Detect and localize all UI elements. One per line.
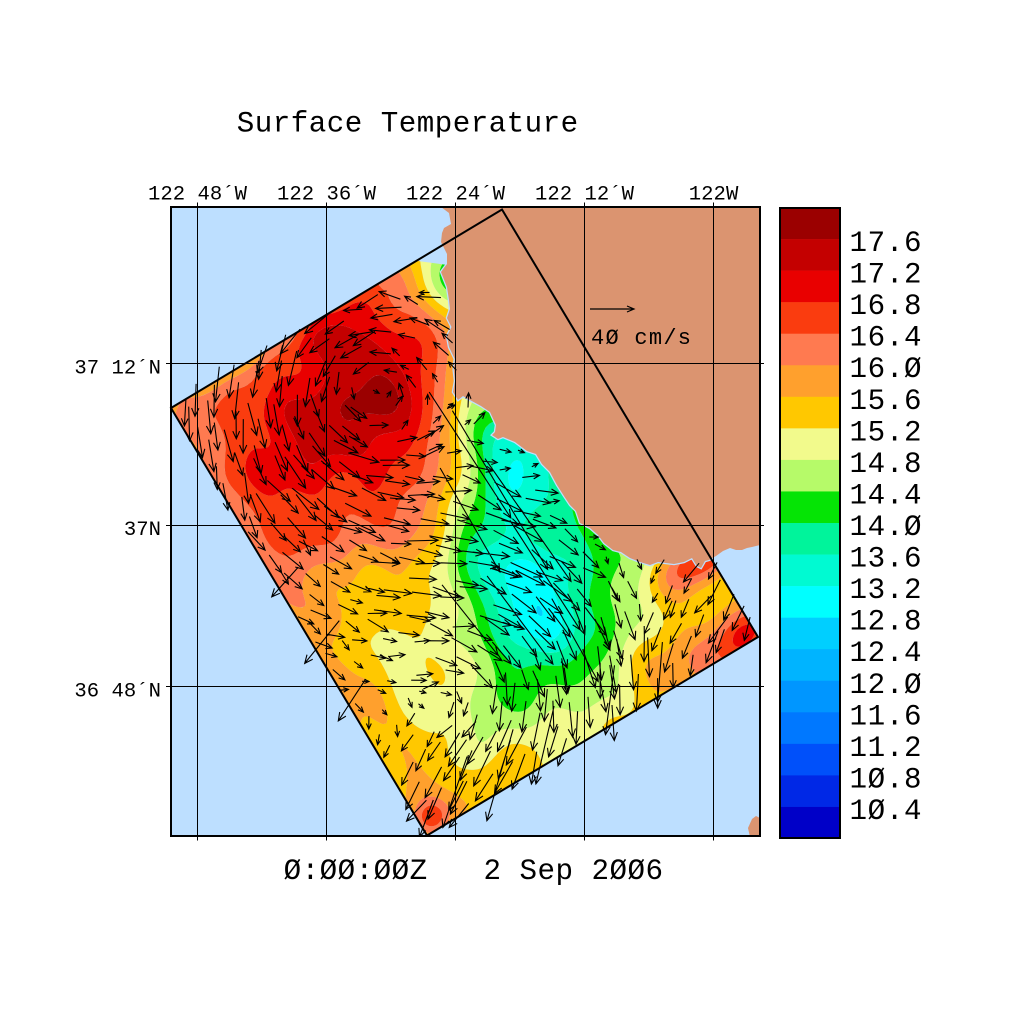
svg-text:36 48´N: 36 48´N xyxy=(74,681,161,704)
svg-text:11.2: 11.2 xyxy=(850,732,922,765)
svg-text:14.Ø: 14.Ø xyxy=(850,511,922,544)
svg-text:14.4: 14.4 xyxy=(850,479,922,512)
svg-text:11.6: 11.6 xyxy=(850,700,922,733)
svg-text:122 36´W: 122 36´W xyxy=(277,184,377,207)
svg-text:12.4: 12.4 xyxy=(850,637,922,670)
svg-text:15.2: 15.2 xyxy=(850,416,922,449)
svg-text:122 24´W: 122 24´W xyxy=(406,184,506,207)
svg-text:17.6: 17.6 xyxy=(850,227,922,260)
svg-text:2 Sep 2ØØ6: 2 Sep 2ØØ6 xyxy=(484,855,664,888)
svg-text:122 12´W: 122 12´W xyxy=(535,184,635,207)
svg-text:12.8: 12.8 xyxy=(850,606,922,639)
svg-text:14.8: 14.8 xyxy=(850,448,922,481)
svg-text:17.2: 17.2 xyxy=(850,259,922,292)
svg-text:13.2: 13.2 xyxy=(850,574,922,607)
svg-text:1Ø.8: 1Ø.8 xyxy=(850,763,922,796)
svg-text:16.8: 16.8 xyxy=(850,290,922,323)
svg-text:4Ø cm/s: 4Ø cm/s xyxy=(591,326,691,351)
svg-text:16.4: 16.4 xyxy=(850,322,922,355)
svg-text:122W: 122W xyxy=(689,184,739,207)
svg-text:15.6: 15.6 xyxy=(850,385,922,418)
svg-text:16.Ø: 16.Ø xyxy=(850,353,922,386)
svg-text:13.6: 13.6 xyxy=(850,543,922,576)
svg-text:1Ø.4: 1Ø.4 xyxy=(850,795,922,828)
svg-text:122 48´W: 122 48´W xyxy=(148,184,248,207)
svg-text:37 12´N: 37 12´N xyxy=(74,358,161,381)
svg-text:Surface Temperature: Surface Temperature xyxy=(237,108,579,141)
svg-text:12.Ø: 12.Ø xyxy=(850,669,922,702)
svg-text:37N: 37N xyxy=(124,519,161,542)
svg-text:Ø:ØØ:ØØZ: Ø:ØØ:ØØZ xyxy=(284,855,428,888)
